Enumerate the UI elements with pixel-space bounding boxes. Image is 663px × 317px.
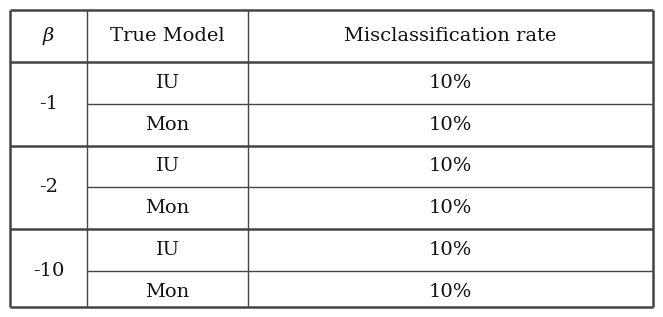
Text: IU: IU — [156, 158, 180, 175]
Text: Mon: Mon — [145, 199, 190, 217]
Text: True Model: True Model — [110, 27, 225, 45]
Text: IU: IU — [156, 74, 180, 92]
Text: 10%: 10% — [429, 199, 472, 217]
Text: IU: IU — [156, 241, 180, 259]
Text: -1: -1 — [39, 95, 58, 113]
Text: -10: -10 — [33, 262, 64, 280]
Text: 10%: 10% — [429, 74, 472, 92]
Text: 10%: 10% — [429, 241, 472, 259]
Text: Mon: Mon — [145, 116, 190, 133]
Text: -2: -2 — [39, 178, 58, 196]
Text: β: β — [43, 27, 54, 45]
Text: 10%: 10% — [429, 158, 472, 175]
Text: Misclassification rate: Misclassification rate — [344, 27, 557, 45]
Text: 10%: 10% — [429, 116, 472, 133]
Text: 10%: 10% — [429, 283, 472, 301]
Text: Mon: Mon — [145, 283, 190, 301]
